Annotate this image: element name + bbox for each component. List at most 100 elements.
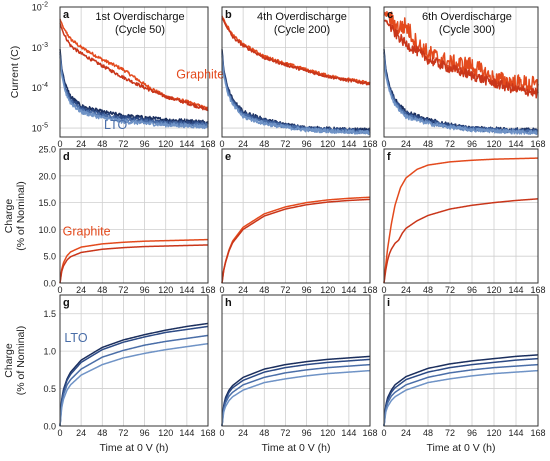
series-lto-5 [59,56,209,130]
x-tick-label: 24 [238,285,248,295]
panel-title: 4th Overdischarge [257,11,347,23]
x-tick-label: 0 [219,139,224,149]
series-annotation: Graphite [63,224,111,238]
x-tick-label: 0 [219,285,224,295]
series-lto-3 [383,369,539,427]
x-tick-label: 168 [200,139,215,149]
x-tick-label: 120 [486,139,501,149]
y-tick-label: 15.0 [38,198,56,208]
y-tick-label: 10-3 [32,42,48,53]
x-tick-label: 24 [401,285,411,295]
x-tick-label: 120 [486,285,501,295]
x-tick-label: 24 [76,428,86,438]
series-lto-3 [221,51,371,134]
x-tick-label: 96 [302,139,312,149]
axes-frame [59,148,209,284]
y-axis-label: Charge [3,343,15,378]
y-tick-label: 20.0 [38,171,56,181]
x-tick-label: 72 [280,428,290,438]
series-annotation: LTO [64,331,87,345]
x-tick-label: 96 [140,139,150,149]
panel-title: (Cycle 200) [274,24,330,36]
x-tick-label: 24 [76,139,86,149]
x-tick-label: 48 [259,139,269,149]
panel-label: a [63,9,70,21]
x-tick-label: 168 [200,428,215,438]
series-graphite-1 [221,198,371,284]
x-tick-label: 24 [401,139,411,149]
x-tick-label: 168 [530,285,545,295]
panel-label: d [63,151,70,163]
series-lto-4 [59,53,209,128]
panel-label: b [225,9,232,21]
panel-g: 0 24 48 72 96 120 144 168 0.0 0.5 1.0 1.5 g Charge (% … [3,294,216,454]
series-annotation: Graphite [176,67,224,81]
x-tick-label: 24 [76,285,86,295]
x-tick-label: 144 [179,139,194,149]
panel-title: 1st Overdischarge [95,11,184,23]
panel-i: 0 24 48 72 96 120 144 168 i Time at 0 V (h) [381,294,546,454]
x-axis-label: Time at 0 V (h) [426,442,495,454]
panel-title: (Cycle 50) [115,24,165,36]
panel-label: f [387,151,391,163]
axes-frame [383,148,539,284]
grid [59,295,209,427]
panel-h: 0 24 48 72 96 120 144 168 h Time at 0 V (h) [219,294,378,454]
series-lto-5 [221,55,371,136]
x-tick-label: 144 [341,139,356,149]
y-tick-label: 0.0 [43,279,56,289]
x-tick-label: 120 [158,139,173,149]
panel-c: 0 24 48 72 96 120 144 168 c 6th Overdischarge(Cyc… [381,6,546,149]
x-tick-label: 144 [508,285,523,295]
x-tick-label: 48 [97,285,107,295]
grid [383,148,539,284]
x-tick-label: 168 [362,139,377,149]
x-tick-label: 48 [259,428,269,438]
x-tick-label: 72 [118,428,128,438]
panel-label: e [225,151,231,163]
panel-title: (Cycle 300) [439,24,495,36]
x-tick-label: 24 [401,428,411,438]
x-tick-label: 48 [97,139,107,149]
y-axis-label: Charge [3,199,15,234]
x-tick-label: 168 [530,428,545,438]
series-lto-3 [221,369,371,427]
panel-label: i [387,297,390,309]
x-tick-label: 144 [508,428,523,438]
y-tick-label: 5.0 [43,252,56,262]
y-axis-label: Current (C) [9,46,21,99]
x-tick-label: 0 [57,428,62,438]
series-graphite-1 [383,198,539,284]
x-tick-label: 168 [530,139,545,149]
series-lto-0 [221,355,371,427]
series-lto-1 [59,325,209,427]
series-lto-3 [383,51,539,134]
x-tick-label: 0 [381,285,386,295]
x-tick-label: 120 [320,428,335,438]
panel-f: 0 24 48 72 96 120 144 168 f [381,148,546,295]
x-tick-label: 0 [381,428,386,438]
x-tick-label: 48 [423,428,433,438]
x-tick-label: 0 [57,139,62,149]
series-graphite-1 [383,19,539,99]
x-tick-label: 120 [486,428,501,438]
axes-frame [59,6,209,138]
panel-label: c [387,9,393,21]
y-axis-label: (% of Nominal) [15,326,27,395]
panel-label: g [63,297,70,309]
x-tick-label: 0 [381,139,386,149]
y-tick-label: 0.5 [43,384,56,394]
grid [59,148,209,284]
x-tick-label: 24 [238,428,248,438]
x-axis-label: Time at 0 V (h) [261,442,330,454]
series-graphite-1 [59,244,209,284]
series-lto-4 [221,53,371,135]
x-tick-label: 48 [423,285,433,295]
panel-b: 0 24 48 72 96 120 144 168 b 4th Overdischarge(Cyc… [219,6,378,149]
panel-title: 6th Overdischarge [422,11,512,23]
x-tick-label: 72 [280,285,290,295]
x-tick-label: 48 [97,428,107,438]
x-tick-label: 96 [467,139,477,149]
x-tick-label: 96 [467,285,477,295]
